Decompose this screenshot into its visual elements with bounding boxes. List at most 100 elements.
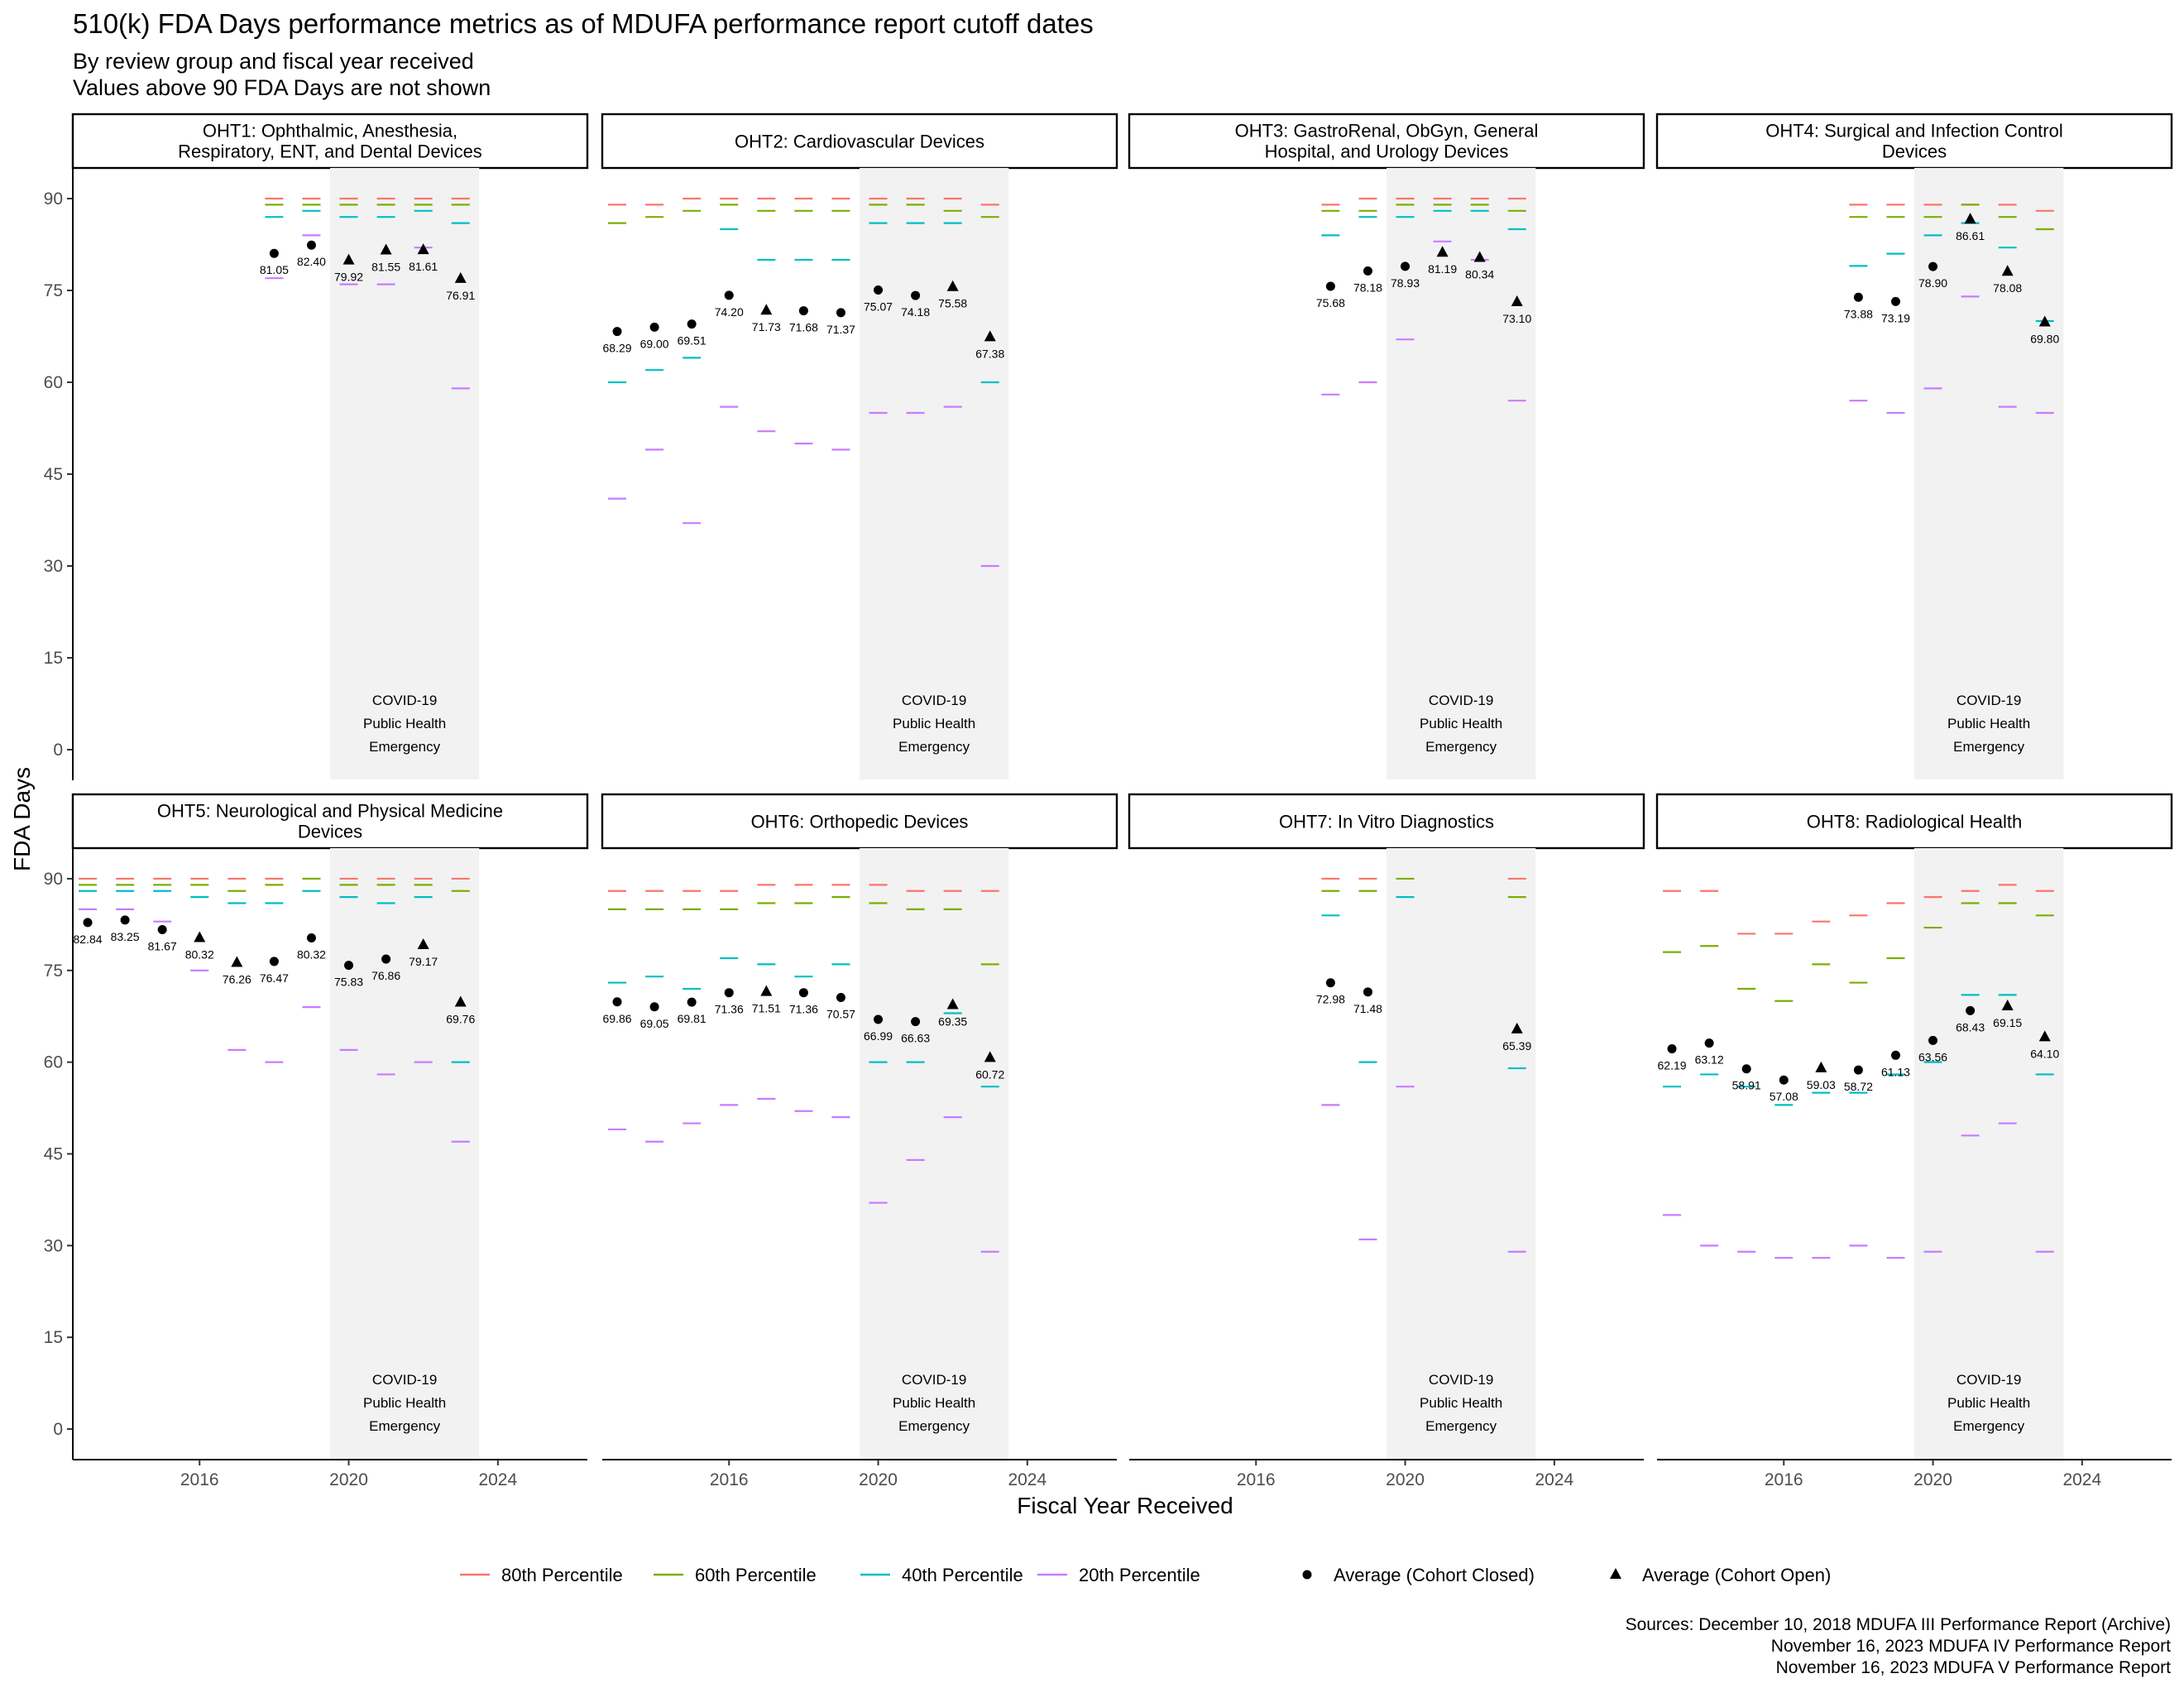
- panel-7-covid-label-line-1: COVID-19: [1429, 1372, 1493, 1388]
- source-line-2: November 16, 2023 MDUFA IV Performance R…: [1771, 1637, 2171, 1656]
- panel-7-covid-label-line-3: Emergency: [1425, 1418, 1497, 1434]
- source-line-1: Sources: December 10, 2018 MDUFA III Per…: [1626, 1615, 2171, 1634]
- panel-4-avg-closed-point: [1890, 296, 1900, 306]
- panel-6-x-tick-label: 2024: [1008, 1470, 1046, 1489]
- panel-4-avg-data-label: 78.08: [1993, 281, 2022, 295]
- panel-3-avg-open-point: [1473, 251, 1486, 262]
- panel-5-avg-data-label: 69.76: [446, 1013, 475, 1026]
- panel-8-avg-data-label: 57.08: [1770, 1090, 1798, 1103]
- panel-3-covid-label-line-3: Emergency: [1425, 739, 1497, 755]
- panel-1-avg-data-label: 82.40: [297, 255, 326, 268]
- panel-3-strip-title-line-2: Hospital, and Urology Devices: [1265, 141, 1509, 162]
- panel-8-avg-data-label: 62.19: [1658, 1058, 1687, 1072]
- panel-8-avg-closed-point: [1704, 1038, 1714, 1048]
- panel-4-avg-data-label: 69.80: [2030, 332, 2059, 345]
- panel-8-avg-open-point: [2038, 1030, 2051, 1042]
- panel-5-avg-data-label: 81.67: [148, 940, 177, 953]
- panel-5-avg-closed-point: [83, 918, 93, 928]
- panel-6-avg-closed-point: [724, 988, 734, 998]
- panel-2-avg-data-label: 68.29: [603, 342, 632, 355]
- panel-2: OHT2: Cardiovascular Devices COVID-19 Publ…: [601, 113, 1118, 779]
- panel-7-avg-closed-point: [1363, 987, 1372, 997]
- panel-8-strip: [1655, 793, 2173, 850]
- panel-2-avg-closed-point: [612, 327, 622, 337]
- panel-7-avg-data-label: 71.48: [1353, 1002, 1382, 1015]
- panel-6-x-tick-label: 2016: [710, 1470, 749, 1489]
- panel-8-avg-data-label: 58.72: [1844, 1080, 1873, 1093]
- legend-closed-key: [1302, 1570, 1312, 1580]
- panel-8-avg-data-label: 69.15: [1993, 1016, 2022, 1029]
- panel-8-avg-closed-point: [1890, 1050, 1900, 1060]
- panel-7-strip: [1128, 793, 1645, 850]
- panel-4-avg-open-point: [2001, 265, 2014, 276]
- panel-1-avg-closed-point: [306, 240, 316, 250]
- panel-4-avg-open-point: [2038, 315, 2051, 327]
- panel-1-strip: [71, 113, 589, 170]
- panel-5-y-tick-label: 90: [44, 870, 63, 889]
- panel-1-avg-closed-point: [269, 248, 279, 258]
- panel-8-covid-shade: [1914, 848, 2064, 1459]
- panel-2-avg-closed-point: [911, 290, 921, 300]
- chart-title: 510(k) FDA Days performance metrics as o…: [73, 8, 1094, 39]
- panel-2-avg-closed-point: [874, 285, 884, 295]
- panel-5-avg-open-point: [194, 931, 206, 942]
- panel-8-avg-data-label: 63.12: [1695, 1053, 1724, 1067]
- panel-2-avg-data-label: 71.37: [826, 323, 855, 336]
- panel-4-avg-data-label: 73.19: [1881, 311, 1910, 324]
- panel-5-avg-open-point: [454, 995, 467, 1007]
- panel-5-avg-closed-point: [269, 957, 279, 966]
- panel-6-strip: [601, 793, 1118, 850]
- panel-2-strip-title-line-1: OHT2: Cardiovascular Devices: [735, 132, 984, 152]
- panel-1-avg-open-point: [417, 243, 429, 255]
- panel-1-y-tick-label: 75: [44, 281, 63, 300]
- panel-2-covid-label-line-1: COVID-19: [902, 693, 966, 708]
- panel-2-avg-data-label: 74.20: [715, 305, 744, 319]
- panel-1-y-tick-label: 45: [44, 465, 63, 484]
- panel-6-avg-data-label: 69.35: [938, 1015, 967, 1029]
- panel-1-strip-title-line-1: OHT1: Ophthalmic, Anesthesia,: [203, 121, 457, 141]
- panel-4-avg-closed-point: [1928, 261, 1938, 271]
- panel-4-avg-closed-point: [1853, 292, 1863, 302]
- panel-4-covid-shade: [1914, 168, 2064, 779]
- panel-3-avg-data-label: 75.68: [1316, 296, 1345, 309]
- panel-2-covid-label-line-2: Public Health: [893, 716, 975, 731]
- panel-6-avg-closed-point: [911, 1017, 921, 1027]
- panel-3-avg-closed-point: [1363, 266, 1372, 276]
- panel-1-covid-label-line-2: Public Health: [363, 716, 446, 731]
- panel-5-avg-data-label: 80.32: [185, 947, 214, 961]
- panel-6-avg-closed-point: [836, 993, 845, 1003]
- panel-5-strip-title-line-1: OHT5: Neurological and Physical Medicine: [157, 801, 503, 822]
- panel-5-y-tick-label: 75: [44, 961, 63, 981]
- panel-5-avg-closed-point: [120, 915, 130, 925]
- legend: 80th Percentile 60th Percentile 40th Perce…: [460, 1565, 1831, 1585]
- panel-5-covid-label-line-3: Emergency: [369, 1418, 440, 1434]
- panel-3: OHT3: GastroRenal, ObGyn, GeneralHospita…: [1128, 113, 1645, 779]
- panel-2-avg-data-label: 69.00: [640, 337, 669, 350]
- panel-1-y-tick-label: 90: [44, 189, 63, 209]
- panel-8-avg-data-label: 61.13: [1881, 1065, 1910, 1078]
- panel-8-avg-closed-point: [1966, 1005, 1976, 1015]
- panel-2-covid-label-line-3: Emergency: [898, 739, 970, 755]
- panel-5-strip-title-line-2: Devices: [298, 822, 362, 842]
- panel-2-covid-shade: [860, 168, 1009, 779]
- panel-7-x-tick-label: 2016: [1237, 1470, 1276, 1489]
- panel-8-avg-open-point: [1815, 1061, 1827, 1072]
- panel-6-avg-open-point: [984, 1051, 996, 1062]
- panel-8-avg-data-label: 63.56: [1918, 1050, 1947, 1063]
- panel-6-avg-open-point: [946, 998, 959, 1009]
- panel-5-avg-data-label: 75.83: [334, 976, 363, 989]
- y-axis-title: FDA Days: [9, 767, 35, 871]
- panel-2-avg-closed-point: [649, 322, 659, 332]
- chart-subtitle-line-1: By review group and fiscal year received: [73, 49, 474, 74]
- panel-6-avg-data-label: 66.63: [901, 1032, 930, 1045]
- panel-5-avg-data-label: 83.25: [111, 930, 140, 943]
- panel-5-avg-data-label: 79.17: [409, 955, 438, 968]
- panel-1-covid-label-line-3: Emergency: [369, 739, 440, 755]
- panel-3-covid-label-line-2: Public Health: [1420, 716, 1502, 731]
- panel-5-avg-data-label: 80.32: [297, 947, 326, 961]
- panel-5-strip: [71, 793, 589, 850]
- panel-5-avg-data-label: 76.26: [223, 972, 251, 985]
- legend-open-key: [1610, 1568, 1621, 1579]
- panel-5-x-tick-label: 2020: [329, 1470, 368, 1489]
- panel-6-strip-title-line-1: OHT6: Orthopedic Devices: [751, 812, 969, 832]
